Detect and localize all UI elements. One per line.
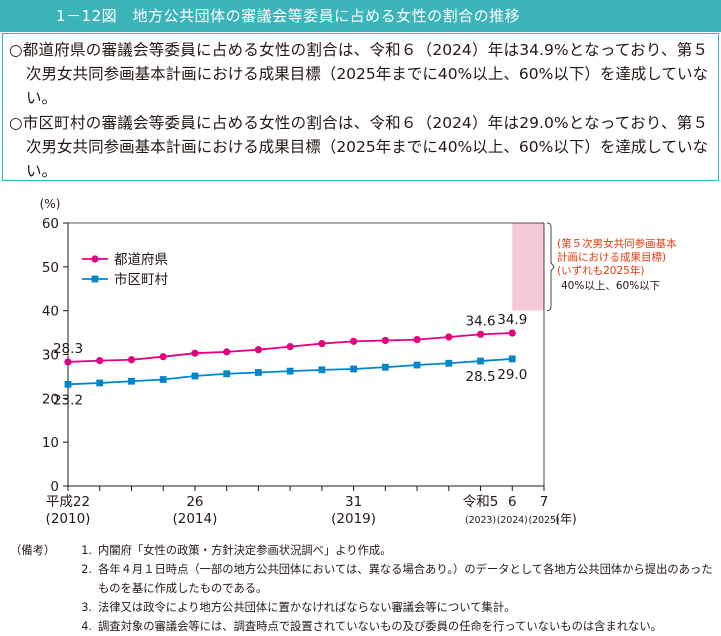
series-1-point [445,333,453,341]
target-label-line: 計画における成果目標) [557,251,666,264]
series-1-point [191,349,199,357]
y-tick-label: 40 [42,304,59,320]
x-tick-label-year: (2023) [465,515,496,526]
legend-marker-1 [91,255,99,263]
series-2-point [318,366,326,374]
x-tick-label-era: 6 [508,494,517,510]
note-row: 3. 法律又は政令により地方公共団体に置かなければならない審議会等について集計。 [10,598,715,617]
series-2-point [255,369,262,376]
note-text: 法律又は政令により地方公共団体に置かなければならない審議会等について集計。 [98,601,516,614]
y-axis-unit: (%) [40,197,61,211]
line-chart: 0 10 20 30 40 50 60 (%) 平成22(2010) 26(2014) 31(201… [40,197,677,527]
summary-prefectures: ○都道府県の審議会等委員に占める女性の割合は、令和６（2024）年は34.9%と… [9,41,708,107]
series-1-point [254,346,262,354]
note-text: 各年４月１日時点（一部の地方公共団体においては、異なる場合あり。）のデータとして… [98,563,713,595]
target-label-line: (いずれも2025年) [557,264,644,277]
series-2-point [159,376,167,383]
notes-label [10,617,70,636]
data-label: 28.3 [53,341,83,357]
series-2-point [223,370,231,378]
chart-area: 0 10 20 30 40 50 60 (%) 平成22 (2010) 26 (2014) 31 (201… [0,186,721,532]
series-1-point [350,337,358,345]
series-2-point [381,363,389,371]
y-tick-label: 50 [42,260,59,276]
series-2-point [350,365,357,373]
data-label: 23.2 [53,392,83,408]
notes-label [10,598,70,617]
x-tick-label-era: 令和5 [463,494,499,510]
series-2-point [508,355,516,363]
series-1-point [476,330,485,338]
y-tick-label: 20 [42,391,59,407]
note-number: 1. [81,544,92,557]
x-tick-label-year: (2010) [46,511,91,527]
y-tick-label: 0 [50,479,59,495]
notes: （備考） 1. 内閣府「女性の政策・方針決定参画状況調べ」より作成。 2. 各年４月１日… [10,541,715,636]
note-row: （備考） 1. 内閣府「女性の政策・方針決定参画状況調べ」より作成。 [10,541,715,560]
data-label: 28.5 [466,369,496,385]
series-2-point [191,372,199,380]
series-1-point [223,348,231,356]
summary-box: ○都道府県の審議会等委員に占める女性の割合は、令和６（2024）年は34.9%と… [2,33,719,181]
x-tick-label-era: 31 [345,494,362,510]
data-label: 29.0 [497,367,527,383]
series-1-point [508,329,516,337]
data-label: 34.6 [466,313,496,329]
target-range-band [512,223,544,311]
x-tick-label-year: (2014) [172,511,217,527]
x-tick-label-era: 26 [186,494,203,510]
note-row: 4. 調査対象の審議会等には、調査時点で設置されていないもの及び委員の任命を行って… [10,617,715,636]
y-tick-label: 10 [42,435,59,451]
y-tick-label: 60 [42,216,59,232]
x-tick-label-era: 平成22 [46,494,90,510]
x-tick-label-year: (2025) [529,515,560,526]
legend-marker-2 [91,275,99,283]
series-1-point [413,335,421,344]
notes-label [10,560,70,598]
series-1-point [159,353,167,361]
series-1-point [64,358,72,366]
note-row: 2. 各年４月１日時点（一部の地方公共団体においては、異なる場合あり。）のデータと… [10,560,715,598]
series-2-point [413,361,421,369]
target-label-line: (第５次男女共同参画基本 [557,237,677,250]
series-1-point [127,356,136,364]
series-2-point [128,377,135,385]
series-2-point [445,359,453,367]
summary-municipalities: ○市区町村の審議会等委員に占める女性の割合は、令和６（2024）年は29.0%と… [9,114,708,180]
x-tick-label-year: (2019) [331,511,376,527]
series-2-point [477,357,484,365]
y-tick-label: 30 [42,348,59,364]
x-tick-label-era: 7 [540,494,549,510]
x-tick-label-year: (2024) [497,515,528,526]
note-text: 調査対象の審議会等には、調査時点で設置されていないもの及び委員の任命を行っていな… [98,620,662,633]
note-number: 2. [81,563,92,576]
legend-label-2: 市区町村 [114,271,168,288]
series-1-point [381,336,389,345]
note-text: 内閣府「女性の政策・方針決定参画状況調べ」より作成。 [98,544,392,557]
data-label: 34.9 [497,312,527,328]
note-number: 4. [81,620,92,633]
x-axis-unit: (年) [555,512,576,526]
note-number: 3. [81,601,92,614]
series-1-point [96,357,104,365]
notes-label: （備考） [10,544,56,557]
series-2-point [96,379,104,387]
target-value: 40%以上、60%以下 [561,280,660,292]
series-1-point [318,339,326,348]
series-1-point [286,343,294,351]
series-2-point [286,367,294,375]
target-brace [546,222,555,312]
series-2-point [64,380,72,388]
legend-label-1: 都道府県 [114,252,168,268]
figure-title: 1－12図 地方公共団体の審議会等委員に占める女性の割合の推移 [0,0,721,32]
